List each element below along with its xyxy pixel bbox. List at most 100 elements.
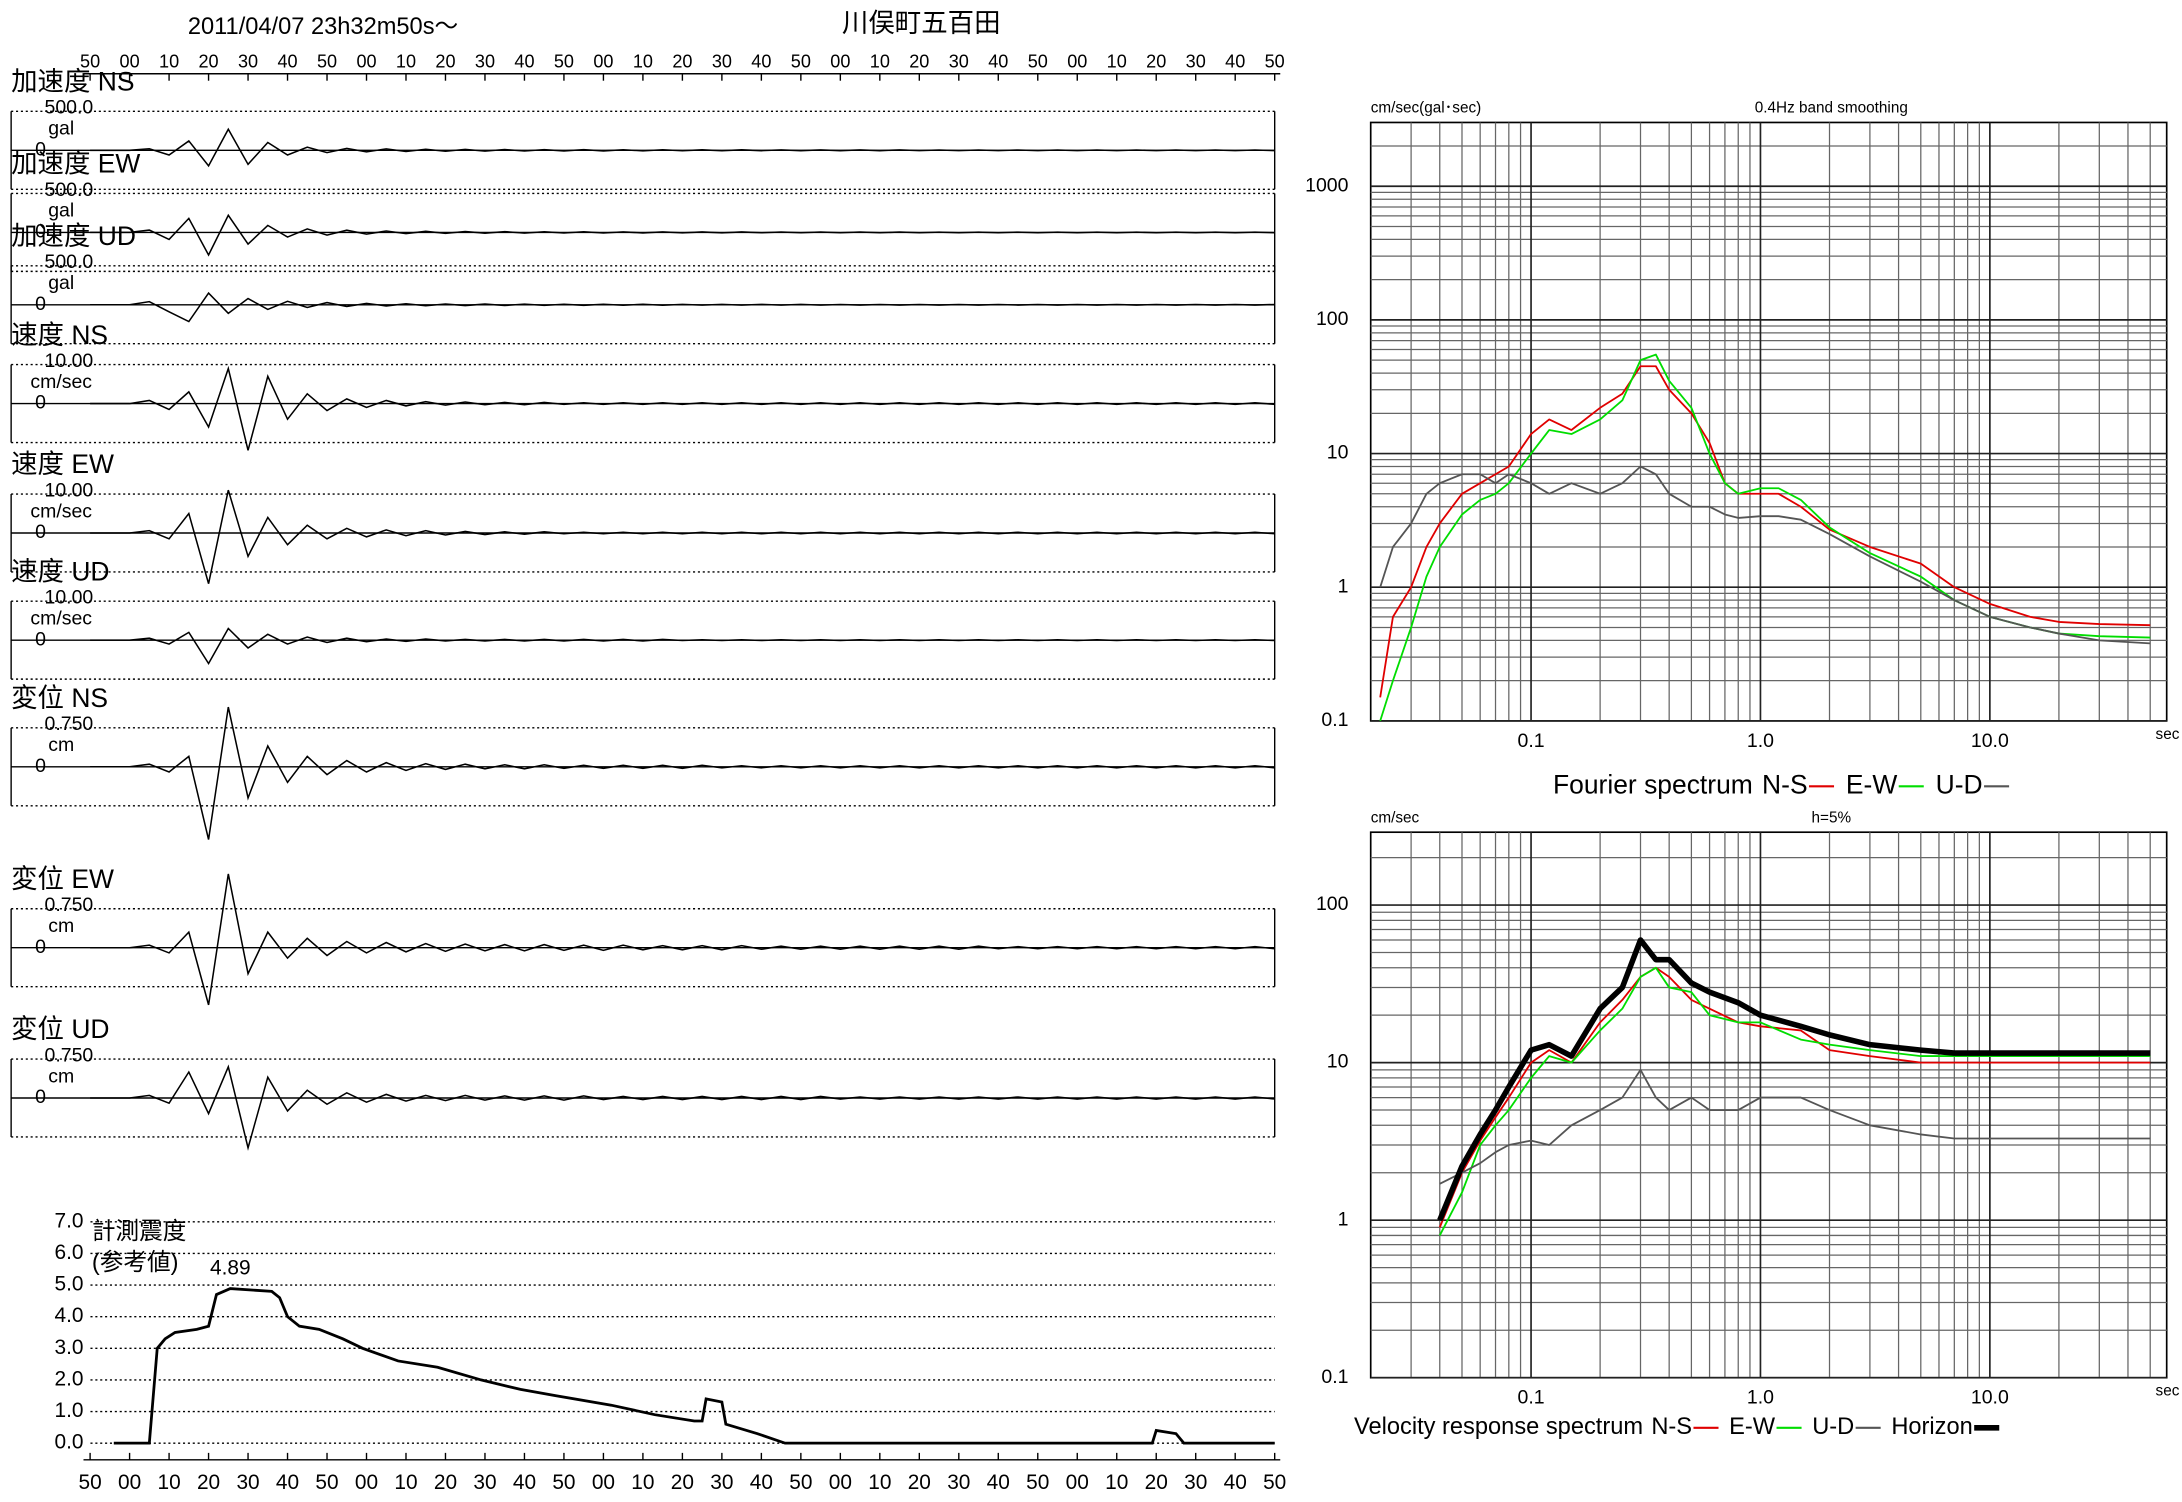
x-tick-label: 40 (751, 51, 771, 71)
x-tick-label: 50 (552, 1471, 575, 1494)
y-tick-label: 10.00 (45, 350, 94, 372)
y-tick-label: 0 (35, 628, 46, 650)
y-tick-label: 0 (35, 138, 46, 160)
x-tick-label: 00 (830, 51, 850, 71)
x-tick-label: 0.1 (1518, 1387, 1545, 1409)
x-tick-label: 00 (355, 1471, 378, 1494)
y-tick-label: 7.0 (54, 1209, 83, 1232)
x-unit-label: sec (2156, 726, 2180, 743)
intensity-line (113, 1287, 1275, 1445)
waveform (90, 365, 1275, 451)
y-tick-label: 10.00 (45, 479, 94, 501)
x-tick-label: 50 (1028, 51, 1048, 71)
legend-label: N-S (1762, 769, 1808, 799)
x-tick-label: 40 (750, 1471, 773, 1494)
panel-title: 計測震度 (92, 1218, 187, 1245)
panel-note: h=5% (1812, 809, 1852, 826)
trace-title: 変位 UD (11, 1014, 109, 1044)
x-tick-label: 30 (1184, 1471, 1207, 1494)
trace-unit: cm (48, 1065, 74, 1087)
spectrum-line (1438, 966, 2151, 1228)
y-tick-label: 0.1 (1321, 1366, 1348, 1388)
y-unit-label: cm/sec (1371, 809, 1420, 826)
spectrum-line (1437, 937, 2151, 1222)
x-tick-label: 1.0 (1747, 730, 1774, 752)
record-datetime: 2011/04/07 23h32m50s〜 (188, 14, 458, 40)
plot-frame (1369, 831, 2168, 1379)
trace-title: 加速度 NS (11, 66, 134, 96)
waveform (90, 489, 1275, 584)
y-tick-label: 0 (35, 392, 46, 414)
x-tick-label: 50 (1263, 1471, 1286, 1494)
x-tick-label: 30 (1186, 51, 1206, 71)
trace-unit: cm/sec (30, 607, 92, 629)
spectrum-line (1379, 353, 2151, 722)
x-tick-label: 10.0 (1971, 1387, 2009, 1409)
plot-frame (1369, 121, 2168, 722)
x-tick-label: 30 (475, 51, 495, 71)
y-tick-label: 1 (1338, 1208, 1349, 1230)
x-tick-label: 50 (789, 1471, 812, 1494)
trace-title: 速度 EW (11, 449, 114, 479)
x-tick-label: 50 (79, 1471, 102, 1494)
y-tick-label: 0.750 (45, 1044, 94, 1066)
x-tick-label: 0.1 (1518, 730, 1545, 752)
x-tick-label: 10 (1107, 51, 1127, 71)
x-tick-label: 30 (236, 1471, 259, 1494)
x-tick-label: 20 (197, 1471, 220, 1494)
trace-unit: gal (48, 118, 74, 140)
x-tick-label: 50 (317, 51, 337, 71)
trace-title: 速度 UD (11, 556, 109, 586)
y-tick-label: 4.0 (54, 1304, 83, 1327)
trace-title: 変位 NS (11, 683, 108, 713)
trace-title: 加速度 UD (11, 221, 136, 251)
y-tick-label: 1 (1338, 575, 1349, 597)
y-tick-label: 10 (1327, 1051, 1349, 1073)
x-tick-label: 50 (1026, 1471, 1049, 1494)
x-tick-label: 10 (394, 1471, 417, 1494)
x-tick-label: 00 (593, 51, 613, 71)
y-tick-label: 100 (1316, 893, 1349, 915)
x-tick-label: 20 (434, 1471, 457, 1494)
peak-label: 4.89 (210, 1257, 251, 1280)
x-tick-label: 20 (909, 51, 929, 71)
y-tick-label: 10.00 (45, 587, 94, 609)
waveform (90, 213, 1275, 257)
x-tick-label: 00 (592, 1471, 615, 1494)
y-tick-label: 0.0 (54, 1431, 83, 1454)
x-tick-label: 00 (829, 1471, 852, 1494)
waveform (90, 706, 1275, 840)
spectrum-line (1439, 1068, 2151, 1185)
x-tick-label: 30 (712, 51, 732, 71)
x-tick-label: 10 (868, 1471, 891, 1494)
y-tick-label: 1.0 (54, 1399, 83, 1422)
panel-note: 0.4Hz band smoothing (1755, 100, 1908, 117)
x-tick-label: 1.0 (1747, 1387, 1774, 1409)
x-tick-label: 30 (947, 1471, 970, 1494)
x-tick-label: 40 (1224, 1471, 1247, 1494)
x-tick-label: 40 (513, 1471, 536, 1494)
x-tick-label: 10 (159, 51, 179, 71)
panel-subtitle: (参考値) (92, 1249, 179, 1276)
legend-title: Velocity response spectrum (1354, 1414, 1643, 1440)
legend-title: Fourier spectrum (1553, 769, 1753, 799)
legend-label: Horizon (1891, 1414, 1972, 1440)
trace-unit: cm (48, 734, 74, 756)
x-tick-label: 20 (672, 51, 692, 71)
y-tick-label: 500.0 (45, 97, 94, 119)
legend-label: U-D (1812, 1414, 1854, 1440)
waveform (90, 127, 1275, 168)
x-tick-label: 30 (949, 51, 969, 71)
legend-label: N-S (1651, 1414, 1692, 1440)
y-tick-label: 2.0 (54, 1367, 83, 1390)
waveform (90, 291, 1275, 323)
x-tick-label: 50 (80, 51, 100, 71)
x-tick-label: 40 (514, 51, 534, 71)
x-tick-label: 10 (870, 51, 890, 71)
y-tick-label: 0 (35, 293, 46, 315)
trace-title: 変位 EW (11, 864, 114, 894)
x-tick-label: 40 (277, 51, 297, 71)
x-tick-label: 10 (1105, 1471, 1128, 1494)
x-tick-label: 20 (435, 51, 455, 71)
